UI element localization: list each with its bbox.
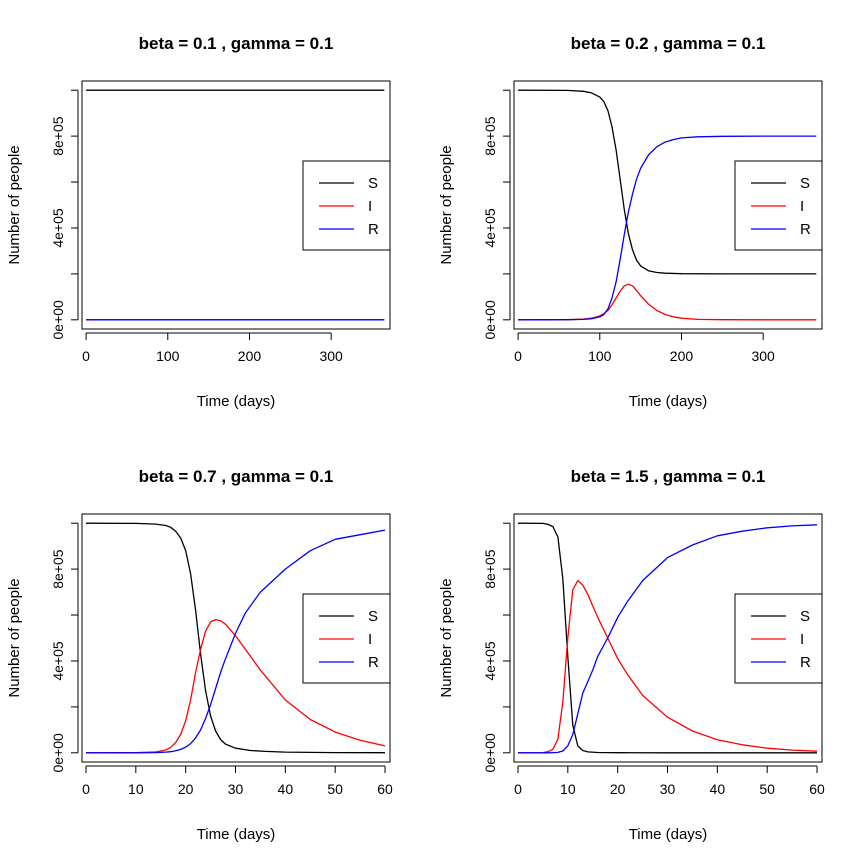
series-line-r [518, 524, 818, 754]
x-tick-label: 300 [751, 348, 775, 364]
legend-label-i: I [800, 631, 804, 648]
legend-label-r: R [800, 221, 811, 238]
x-tick-label: 10 [560, 781, 576, 797]
y-axis-label: Number of people [6, 578, 23, 697]
series-line-r [86, 529, 386, 754]
series-line-i [85, 618, 386, 754]
legend-label-s: S [368, 608, 378, 625]
x-tick-label: 0 [82, 348, 90, 364]
panel-2: beta = 0.2 , gamma = 0.1 0 100 200 300 0e+00 4… [438, 34, 823, 410]
x-tick-label: 50 [759, 781, 775, 797]
x-axis-label: Time (days) [197, 826, 276, 843]
x-tick-label: 200 [238, 348, 262, 364]
y-tick-label: 8e+05 [482, 116, 498, 156]
legend-label-i: I [800, 198, 804, 215]
y-tick-label: 4e+05 [50, 641, 66, 681]
legend-label-i: I [368, 198, 372, 215]
series-line-r [518, 135, 817, 321]
y-axis-label: Number of people [438, 578, 455, 697]
y-tick-label: 0e+00 [50, 733, 66, 773]
legend-label-s: S [800, 175, 810, 192]
y-tick-label: 8e+05 [50, 116, 66, 156]
x-tick-label: 300 [319, 348, 343, 364]
y-tick-label: 8e+05 [50, 549, 66, 589]
y-tick-label: 4e+05 [50, 208, 66, 248]
y-tick-label: 4e+05 [482, 208, 498, 248]
series-line-s [85, 522, 386, 754]
y-tick-label: 4e+05 [482, 641, 498, 681]
y-tick-label: 0e+00 [50, 300, 66, 340]
x-tick-label: 100 [588, 348, 612, 364]
chart-title: beta = 0.1 , gamma = 0.1 [139, 34, 334, 53]
x-tick-label: 50 [327, 781, 343, 797]
x-tick-label: 40 [278, 781, 294, 797]
x-tick-label: 20 [178, 781, 194, 797]
y-tick-label: 0e+00 [482, 300, 498, 340]
legend-label-s: S [368, 175, 378, 192]
x-tick-label: 0 [82, 781, 90, 797]
x-axis-label: Time (days) [197, 393, 276, 410]
x-tick-label: 100 [156, 348, 180, 364]
y-axis-label: Number of people [438, 145, 455, 264]
x-tick-label: 0 [514, 781, 522, 797]
series-line-i [518, 283, 817, 321]
x-axis-label: Time (days) [629, 826, 708, 843]
x-tick-label: 10 [128, 781, 144, 797]
panel-1: beta = 0.1 , gamma = 0.1 0 100 200 300 0e+00 4… [6, 34, 391, 410]
y-tick-label: 8e+05 [482, 549, 498, 589]
x-tick-label: 60 [809, 781, 825, 797]
legend-label-r: R [368, 221, 379, 238]
x-tick-label: 40 [710, 781, 726, 797]
y-axis-label: Number of people [6, 145, 23, 264]
chart-title: beta = 0.7 , gamma = 0.1 [139, 467, 334, 486]
x-tick-label: 20 [610, 781, 626, 797]
legend-label-r: R [800, 654, 811, 671]
x-tick-label: 0 [514, 348, 522, 364]
x-tick-label: 30 [228, 781, 244, 797]
legend-label-s: S [800, 608, 810, 625]
chart-title: beta = 1.5 , gamma = 0.1 [571, 467, 766, 486]
x-tick-label: 60 [377, 781, 393, 797]
legend-label-i: I [368, 631, 372, 648]
panel-4: beta = 1.5 , gamma = 0.1 0 10 20 30 40 50 60 0e+… [438, 467, 825, 843]
panel-3: beta = 0.7 , gamma = 0.1 0 10 20 30 40 50 60 0e+… [6, 467, 393, 843]
series-line-s [517, 522, 817, 754]
x-tick-label: 30 [660, 781, 676, 797]
legend-label-r: R [368, 654, 379, 671]
x-axis-label: Time (days) [629, 393, 708, 410]
y-tick-label: 0e+00 [482, 733, 498, 773]
chart-title: beta = 0.2 , gamma = 0.1 [571, 34, 766, 53]
x-tick-label: 200 [670, 348, 694, 364]
series-line-i [517, 579, 818, 754]
